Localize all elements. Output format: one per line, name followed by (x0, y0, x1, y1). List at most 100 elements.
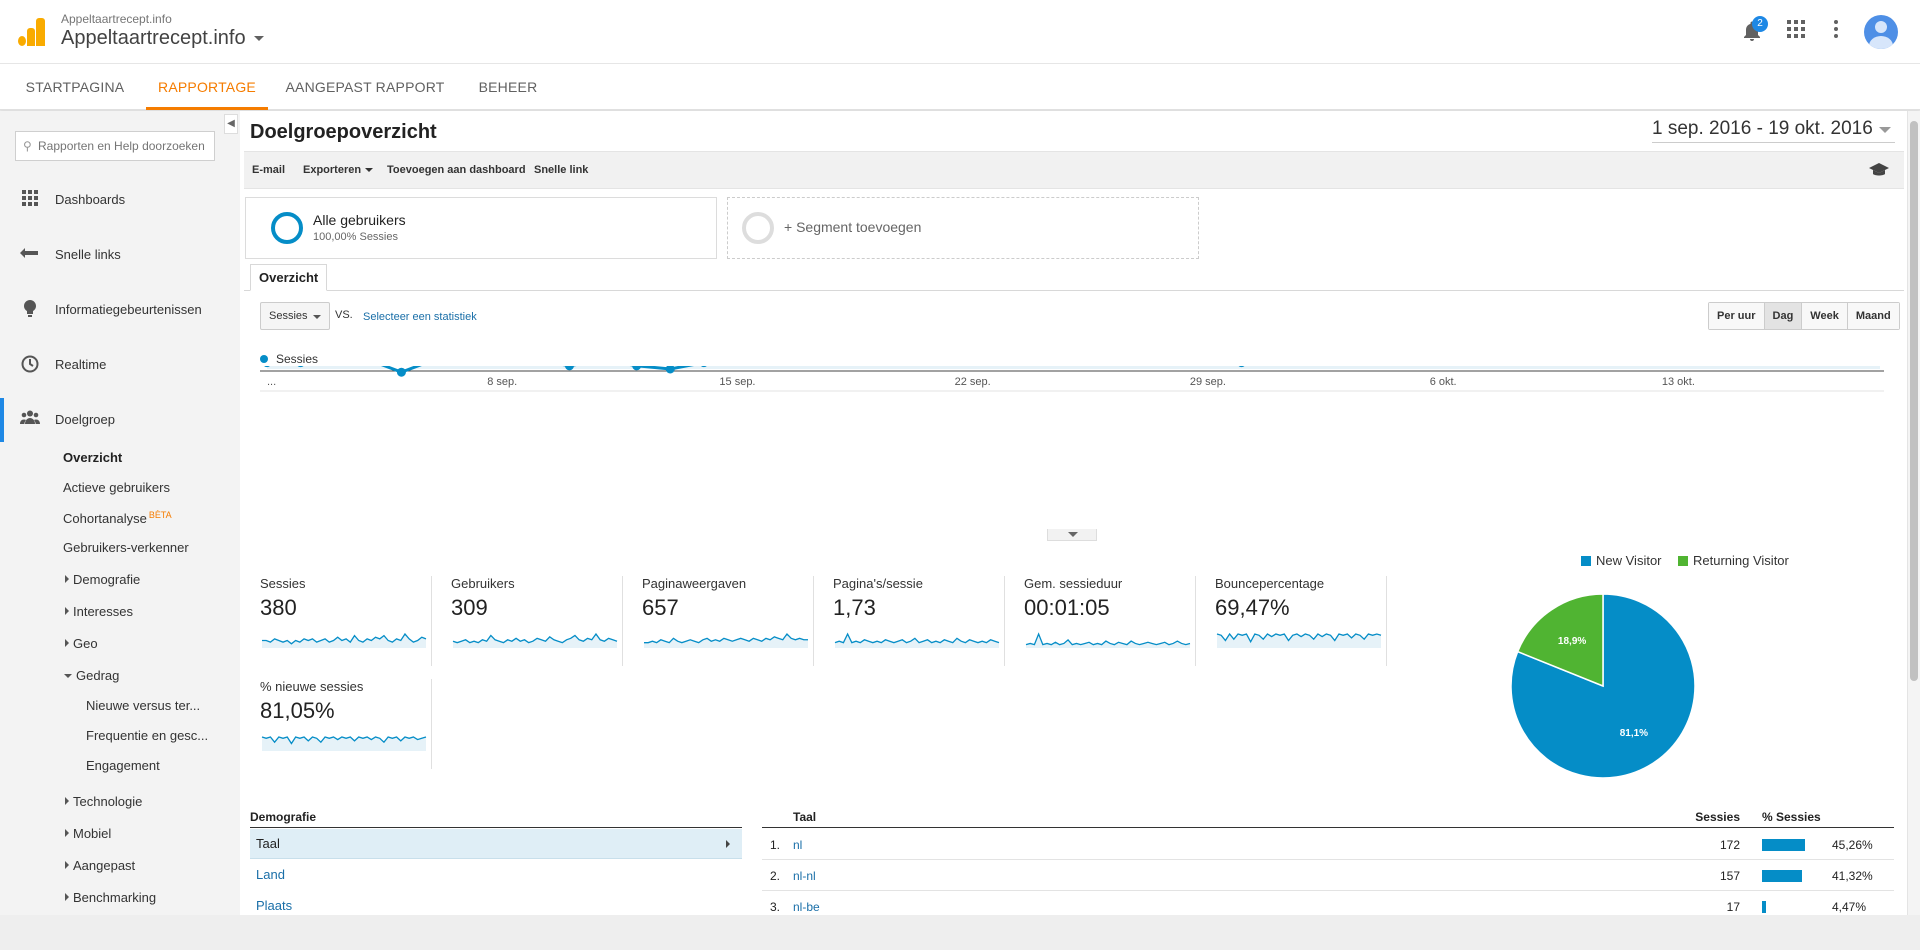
period-hour-button[interactable]: Per uur (1709, 303, 1765, 329)
sidebar-item-doelgroep[interactable]: Doelgroep (0, 398, 240, 442)
sidebar-sub-benchmarking[interactable]: Benchmarking (65, 890, 156, 905)
sidebar-sub-geo[interactable]: Geo (65, 636, 98, 651)
analytics-logo-icon[interactable] (18, 18, 46, 46)
clock-icon (20, 355, 40, 375)
sidebar-sub-nieuwe-versus-terugkerend[interactable]: Nieuwe versus ter... (86, 698, 201, 713)
percent-value: 45,26% (1832, 838, 1873, 852)
add-segment-button[interactable]: + Segment toevoegen (727, 197, 1199, 259)
page-scrollbar[interactable] (1907, 111, 1920, 915)
tab-overzicht[interactable]: Overzicht (250, 264, 328, 291)
data-point[interactable] (665, 366, 675, 374)
caret-down-icon (64, 674, 72, 678)
col-taal: Taal (793, 810, 817, 824)
property-selector[interactable]: Appeltaartrecept.info (61, 27, 264, 50)
report-search[interactable]: ⚲ (15, 131, 215, 161)
account-avatar-icon[interactable] (1864, 15, 1898, 49)
language-link[interactable]: nl-be (793, 900, 820, 914)
export-button[interactable]: Exporteren (303, 164, 374, 176)
tab-beheer[interactable]: BEHEER (478, 79, 538, 95)
row-link[interactable]: Land (256, 867, 285, 882)
x-tick-label: 29 sep. (1190, 376, 1226, 388)
kpi-tile[interactable]: Paginaweergaven 657 (642, 576, 814, 666)
select-statistic-link[interactable]: Selecteer een statistiek (363, 311, 477, 323)
row-link[interactable]: Plaats (256, 898, 293, 913)
kpi-sparkline (1216, 632, 1382, 648)
sidebar-sub-aangepast[interactable]: Aangepast (65, 858, 135, 873)
data-point[interactable] (1237, 366, 1246, 368)
sidebar-item-snelle-links[interactable]: Snelle links (0, 233, 240, 277)
people-icon (20, 410, 40, 430)
sparkline-line (1025, 632, 1191, 646)
demographics-row-plaats[interactable]: Plaats (250, 891, 742, 915)
search-input[interactable] (38, 137, 210, 155)
data-point[interactable] (699, 366, 708, 368)
segment-all-users[interactable]: Alle gebruikers 100,00% Sessies (245, 197, 717, 259)
report-main: Doelgroepoverzicht 1 sep. 2016 - 19 okt.… (240, 111, 1907, 915)
kpi-tile[interactable]: Gebruikers 309 (451, 576, 623, 666)
vs-label: VS. (335, 309, 353, 321)
chevron-down-icon (365, 168, 374, 172)
data-point[interactable] (632, 366, 642, 371)
tab-startpagina[interactable]: STARTPAGINA (25, 79, 125, 95)
sidebar-item-realtime[interactable]: Realtime (0, 343, 240, 387)
data-point[interactable] (564, 366, 574, 371)
sparkline-line (261, 736, 427, 745)
pie-slice[interactable] (1516, 593, 1604, 688)
tab-aangepast-rapport[interactable]: AANGEPAST RAPPORT (285, 79, 445, 95)
x-tick-label: 8 sep. (487, 376, 517, 388)
data-point[interactable] (296, 366, 305, 368)
more-vert-icon[interactable] (1824, 20, 1848, 44)
kpi-value: 81,05% (260, 698, 335, 723)
sidebar-sub-mobiel[interactable]: Mobiel (65, 826, 111, 841)
add-segment-label: + Segment toevoegen (784, 219, 922, 235)
date-range-picker[interactable]: 1 sep. 2016 - 19 okt. 2016 (1652, 115, 1895, 143)
apps-grid-icon[interactable] (1784, 20, 1808, 44)
segment-title: Alle gebruikers (313, 212, 406, 228)
graduation-cap-icon[interactable] (1868, 162, 1890, 178)
language-link[interactable]: nl (793, 838, 803, 852)
period-month-button[interactable]: Maand (1847, 303, 1899, 329)
sidebar-sub-engagement[interactable]: Engagement (86, 758, 160, 773)
metric-select[interactable]: Sessies (260, 302, 330, 330)
sidebar-sub-demografie[interactable]: Demografie (65, 572, 140, 587)
kpi-tile[interactable]: Pagina's/sessie 1,73 (833, 576, 1005, 666)
sparkline-area (1217, 634, 1381, 648)
caret-right-icon (65, 861, 69, 869)
sidebar-item-informatiegebeurtenissen[interactable]: Informatiegebeurtenissen (0, 288, 240, 332)
bell-icon[interactable]: 2 (1740, 16, 1768, 44)
tab-rapportage[interactable]: RAPPORTAGE (146, 64, 268, 110)
data-point[interactable] (396, 367, 406, 377)
kpi-tile[interactable]: Sessies 380 (260, 576, 432, 666)
sidebar-sub-gedrag[interactable]: Gedrag (64, 668, 119, 683)
sidebar-item-dashboards[interactable]: Dashboards (0, 178, 240, 222)
expand-chart-button[interactable] (1047, 529, 1097, 541)
data-point[interactable] (263, 366, 272, 368)
period-week-button[interactable]: Week (1802, 303, 1848, 329)
sidebar-sub-actieve-gebruikers[interactable]: Actieve gebruikers (63, 480, 170, 495)
kpi-tile[interactable]: Bouncepercentage 69,47% (1215, 576, 1387, 666)
segment-ring-icon (742, 212, 774, 244)
sparkline-line (1216, 632, 1382, 644)
sessions-value: 157 (1719, 869, 1740, 883)
demographics-row-taal[interactable]: Taal (250, 829, 742, 859)
sidebar-sub-gebruikers-verkenner[interactable]: Gebruikers-verkenner (63, 540, 189, 555)
language-link[interactable]: nl-nl (793, 869, 816, 883)
demographics-row-land[interactable]: Land (250, 860, 742, 890)
period-day-button[interactable]: Dag (1764, 303, 1803, 329)
sidebar-item-label: Doelgroep (55, 412, 115, 427)
scrollbar-thumb[interactable] (1910, 121, 1918, 681)
report-toolbar: E-mail Exporteren Toevoegen aan dashboar… (244, 151, 1904, 189)
sidebar-sub-cohortanalyse[interactable]: Cohortanalyse BÈTA (63, 510, 172, 526)
collapse-sidebar-button[interactable]: ◀ (224, 114, 238, 134)
kpi-tile[interactable]: % nieuwe sessies 81,05% (260, 679, 432, 769)
kpi-tile[interactable]: Gem. sessieduur 00:01:05 (1024, 576, 1196, 666)
quick-link-button[interactable]: Snelle link (534, 164, 589, 176)
sidebar-sub-frequentie[interactable]: Frequentie en gesc... (86, 728, 209, 743)
demographics-header: Demografie (250, 810, 742, 828)
email-button[interactable]: E-mail (252, 164, 286, 176)
add-to-dashboard-button[interactable]: Toevoegen aan dashboard (387, 164, 526, 176)
sidebar-sub-interesses[interactable]: Interesses (65, 604, 133, 619)
sidebar-sub-technologie[interactable]: Technologie (65, 794, 142, 809)
sidebar-sub-overzicht[interactable]: Overzicht (63, 450, 123, 465)
sparkline-line (262, 632, 427, 645)
